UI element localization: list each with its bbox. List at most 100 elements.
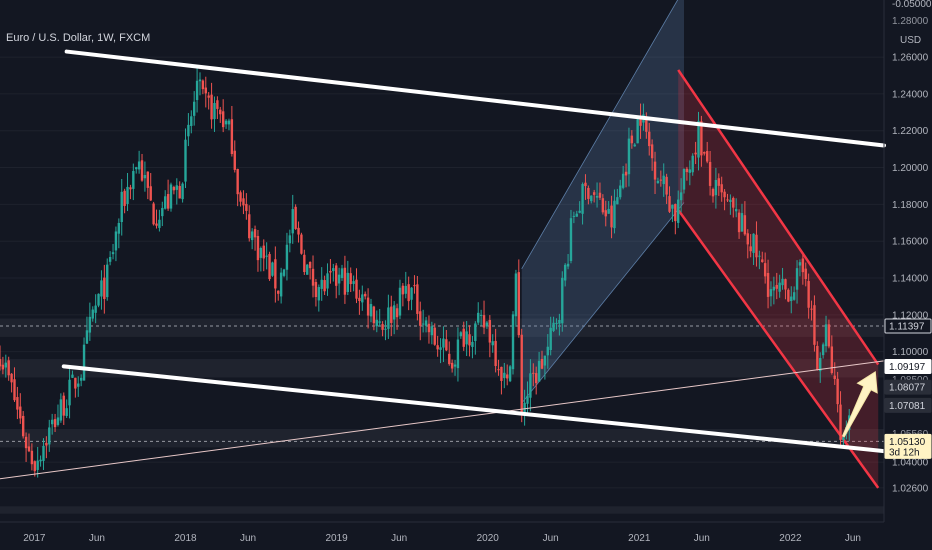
candle-body bbox=[335, 265, 338, 286]
candle-body bbox=[639, 117, 642, 126]
candle-body bbox=[48, 427, 51, 445]
candle-body bbox=[714, 179, 718, 196]
candle-body bbox=[135, 167, 138, 170]
y-gridlines bbox=[0, 56, 884, 489]
candle-body bbox=[549, 327, 552, 351]
candle-body bbox=[500, 366, 503, 381]
candle-body bbox=[169, 184, 173, 209]
chart-title: Euro / U.S. Dollar, 1W, FXCM bbox=[6, 32, 151, 44]
candle-body bbox=[468, 334, 471, 346]
time-axis[interactable]: 2017 Jun 2018 Jun 2019 Jun 2020 Jun 2021 Jun 2022 J… bbox=[0, 521, 932, 550]
trendlines bbox=[0, 49, 886, 480]
y-tick-label: 1.12000 bbox=[892, 310, 929, 321]
candle-body bbox=[77, 383, 80, 387]
candle-body bbox=[729, 199, 732, 203]
candle-body bbox=[581, 184, 584, 214]
candle-body bbox=[529, 373, 532, 398]
candle-body bbox=[508, 366, 512, 382]
candle-body bbox=[346, 272, 350, 292]
candle-body bbox=[1, 364, 5, 370]
y-tick-label: 1.16000 bbox=[892, 237, 929, 248]
candle-body bbox=[300, 234, 303, 254]
candle-body bbox=[294, 206, 297, 229]
candle-body bbox=[734, 209, 738, 212]
candle-body bbox=[164, 196, 167, 209]
candle-body bbox=[621, 173, 625, 188]
y-tick-label: -0.05000 bbox=[892, 0, 932, 10]
candle-body bbox=[656, 180, 660, 184]
candle-body bbox=[152, 203, 155, 225]
candle-body bbox=[616, 197, 619, 205]
candle-body bbox=[833, 375, 836, 380]
candle-body bbox=[149, 186, 152, 201]
candle-body bbox=[755, 234, 758, 258]
candle-body bbox=[224, 120, 228, 125]
candle-body bbox=[514, 273, 518, 317]
candle-body bbox=[16, 397, 19, 410]
ascending-channel-edge bbox=[521, 0, 679, 270]
candle-body bbox=[407, 284, 410, 302]
candle-body bbox=[369, 304, 373, 317]
x-tick-label: Jun bbox=[240, 533, 256, 544]
candle-body bbox=[482, 315, 486, 328]
candle-body bbox=[277, 290, 280, 294]
candle-body bbox=[378, 321, 381, 323]
candle-body bbox=[517, 272, 521, 336]
candle-body bbox=[306, 264, 309, 275]
candle-body bbox=[0, 359, 2, 367]
x-tick-label: 2019 bbox=[325, 533, 348, 544]
candle-body bbox=[413, 285, 416, 287]
candle-body bbox=[7, 360, 10, 376]
x-tick-label: 2017 bbox=[23, 533, 46, 544]
x-tick-label: 2021 bbox=[628, 533, 651, 544]
x-tick-label: 2018 bbox=[174, 533, 197, 544]
candle-body bbox=[65, 408, 68, 416]
zone-band bbox=[0, 359, 884, 378]
candle-body bbox=[97, 293, 100, 306]
price-axis[interactable]: 1.26000 1.24000 1.22000 1.20000 1.18000 1.160… bbox=[883, 0, 932, 550]
x-tick-label: Jun bbox=[543, 533, 559, 544]
candle-body bbox=[520, 334, 523, 414]
candle-body bbox=[578, 210, 581, 213]
candle-body bbox=[624, 171, 628, 176]
candle-body bbox=[250, 231, 254, 241]
candle-body bbox=[558, 319, 561, 324]
candle-body bbox=[506, 374, 509, 379]
candles bbox=[0, 67, 851, 478]
candle-body bbox=[91, 309, 94, 319]
candle-body bbox=[720, 184, 723, 193]
candle-body bbox=[82, 344, 86, 381]
candle-body bbox=[166, 194, 170, 209]
price-tag-label: 1.09197 bbox=[889, 362, 926, 373]
candle-body bbox=[126, 186, 129, 204]
candle-body bbox=[253, 229, 257, 238]
candle-body bbox=[262, 245, 265, 259]
candle-body bbox=[706, 151, 709, 162]
candle-body bbox=[45, 442, 48, 446]
candle-body bbox=[778, 282, 781, 292]
y-tick-label: 1.24000 bbox=[892, 89, 929, 100]
candle-body bbox=[430, 326, 434, 336]
candle-body bbox=[419, 311, 422, 326]
candle-body bbox=[648, 131, 651, 147]
candle-body bbox=[665, 176, 668, 195]
candle-body bbox=[161, 207, 164, 217]
candle-body bbox=[239, 192, 242, 202]
y-tick-label: 1.28000 bbox=[892, 16, 929, 27]
candle-body bbox=[448, 353, 451, 365]
candle-body bbox=[204, 87, 207, 94]
price-tag-box bbox=[884, 397, 932, 413]
candle-body bbox=[827, 324, 831, 347]
candle-body bbox=[390, 306, 393, 323]
candle-body bbox=[830, 346, 834, 374]
candle-body bbox=[630, 135, 634, 144]
candle-body bbox=[317, 287, 321, 301]
candle-body bbox=[103, 277, 106, 300]
candle-body bbox=[737, 212, 741, 233]
candle-body bbox=[752, 233, 755, 253]
candle-body bbox=[372, 306, 376, 324]
candle-body bbox=[108, 256, 112, 262]
candle-body bbox=[195, 80, 199, 101]
candle-body bbox=[265, 255, 268, 257]
